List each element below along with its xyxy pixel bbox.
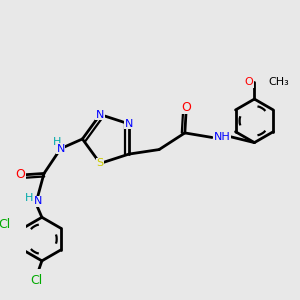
Text: O: O bbox=[182, 101, 191, 114]
Text: N: N bbox=[34, 196, 42, 206]
Text: H: H bbox=[25, 193, 33, 202]
Text: N: N bbox=[56, 144, 65, 154]
Text: Cl: Cl bbox=[0, 218, 11, 231]
Text: N: N bbox=[96, 110, 104, 119]
Text: NH: NH bbox=[214, 133, 230, 142]
Text: O: O bbox=[244, 77, 253, 87]
Text: H: H bbox=[53, 137, 61, 147]
Text: N: N bbox=[125, 119, 133, 129]
Text: S: S bbox=[97, 158, 104, 168]
Text: Cl: Cl bbox=[30, 274, 43, 287]
Text: O: O bbox=[15, 169, 25, 182]
Text: CH₃: CH₃ bbox=[268, 77, 289, 87]
